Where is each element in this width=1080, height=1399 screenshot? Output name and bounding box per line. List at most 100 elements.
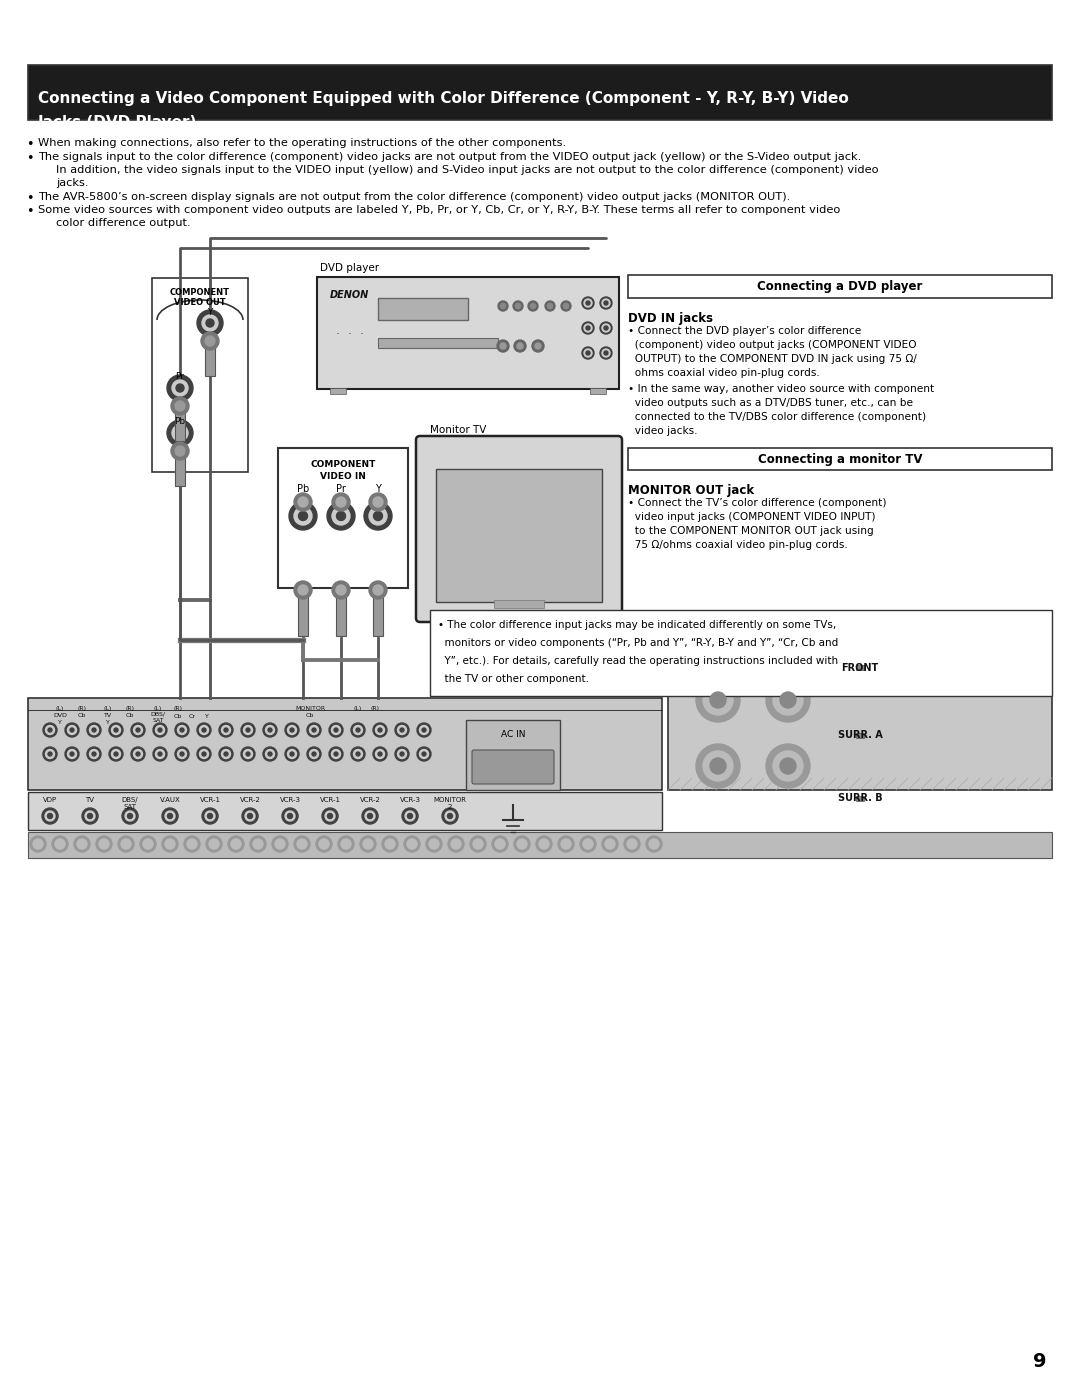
Circle shape [210, 839, 219, 849]
Circle shape [605, 839, 615, 849]
Circle shape [114, 753, 118, 755]
Circle shape [249, 837, 266, 852]
Circle shape [206, 837, 222, 852]
Text: OUTPUT) to the COMPONENT DVD IN jack using 75 Ω/: OUTPUT) to the COMPONENT DVD IN jack usi… [627, 354, 917, 364]
Circle shape [312, 727, 316, 732]
Circle shape [445, 811, 455, 821]
Circle shape [291, 753, 294, 755]
Circle shape [766, 679, 810, 722]
Circle shape [365, 811, 375, 821]
Circle shape [92, 753, 96, 755]
Text: Cb: Cb [78, 713, 86, 718]
Bar [430, 610, 1052, 695]
Circle shape [221, 726, 230, 734]
Circle shape [602, 837, 618, 852]
Circle shape [70, 753, 75, 755]
Circle shape [710, 693, 726, 708]
Circle shape [99, 839, 109, 849]
Bar [28, 832, 1052, 858]
Circle shape [332, 750, 340, 758]
Circle shape [322, 809, 338, 824]
Circle shape [586, 326, 590, 330]
Text: video outputs such as a DTV/DBS tuner, etc., can be: video outputs such as a DTV/DBS tuner, e… [627, 397, 913, 409]
Circle shape [369, 492, 387, 511]
Text: In addition, the video signals input to the VIDEO input (yellow) and S-Video inp: In addition, the video signals input to … [56, 165, 879, 175]
Circle shape [773, 686, 804, 715]
Circle shape [197, 747, 211, 761]
Circle shape [710, 758, 726, 774]
Bar [669, 648, 1052, 790]
Circle shape [582, 297, 594, 309]
Circle shape [373, 723, 387, 737]
Circle shape [604, 301, 608, 305]
Bar [590, 388, 606, 395]
Circle shape [353, 750, 363, 758]
Circle shape [514, 837, 530, 852]
Circle shape [334, 753, 338, 755]
Circle shape [241, 747, 255, 761]
Bar [627, 276, 1052, 298]
Bar [152, 278, 248, 471]
Text: Y: Y [205, 713, 208, 719]
Circle shape [87, 813, 93, 818]
Circle shape [136, 753, 140, 755]
Circle shape [338, 837, 354, 852]
Text: (R): (R) [125, 706, 135, 711]
Circle shape [586, 301, 590, 305]
Circle shape [33, 839, 43, 849]
Bar [330, 388, 346, 395]
Circle shape [298, 497, 308, 506]
Circle shape [65, 747, 79, 761]
Bar [175, 406, 185, 441]
Circle shape [558, 837, 573, 852]
Circle shape [310, 726, 319, 734]
Circle shape [291, 727, 294, 732]
Text: COMPONENT: COMPONENT [310, 460, 376, 469]
Bar [28, 64, 1052, 120]
Circle shape [586, 351, 590, 355]
Circle shape [426, 837, 442, 852]
Text: • Connect the DVD player’s color difference: • Connect the DVD player’s color differe… [627, 326, 861, 336]
Circle shape [243, 726, 253, 734]
Circle shape [294, 506, 312, 525]
Circle shape [530, 304, 536, 309]
Circle shape [561, 301, 571, 311]
Text: DBS/
SAT: DBS/ SAT [122, 797, 138, 810]
Bar [278, 448, 408, 588]
Circle shape [332, 726, 340, 734]
Circle shape [298, 512, 308, 520]
Circle shape [70, 727, 75, 732]
Text: TV: TV [104, 713, 112, 718]
Circle shape [45, 726, 54, 734]
Text: DENON: DENON [330, 290, 369, 299]
Circle shape [332, 581, 350, 599]
Text: VCR-2: VCR-2 [240, 797, 260, 803]
Text: VIDEO OUT: VIDEO OUT [174, 298, 226, 306]
Circle shape [96, 837, 112, 852]
Circle shape [114, 727, 118, 732]
Circle shape [376, 726, 384, 734]
Circle shape [125, 811, 135, 821]
Text: Pr: Pr [336, 484, 346, 494]
Circle shape [397, 726, 406, 734]
Circle shape [134, 726, 143, 734]
Bar [336, 588, 346, 637]
Circle shape [180, 753, 184, 755]
Text: DVD: DVD [53, 713, 67, 718]
Text: Pb: Pb [175, 417, 186, 427]
Circle shape [177, 726, 187, 734]
Text: Y: Y [375, 484, 381, 494]
Text: (R): (R) [174, 706, 183, 711]
Circle shape [172, 425, 188, 441]
Circle shape [329, 723, 343, 737]
Circle shape [85, 811, 95, 821]
Bar [460, 618, 578, 632]
Circle shape [156, 726, 164, 734]
Text: Y”, etc.). For details, carefully read the operating instructions included with: Y”, etc.). For details, carefully read t… [438, 656, 838, 666]
Circle shape [43, 747, 57, 761]
Bar [856, 733, 864, 739]
Circle shape [109, 747, 123, 761]
Text: (L): (L) [354, 706, 362, 711]
Circle shape [696, 679, 740, 722]
Text: Cr: Cr [189, 713, 195, 719]
